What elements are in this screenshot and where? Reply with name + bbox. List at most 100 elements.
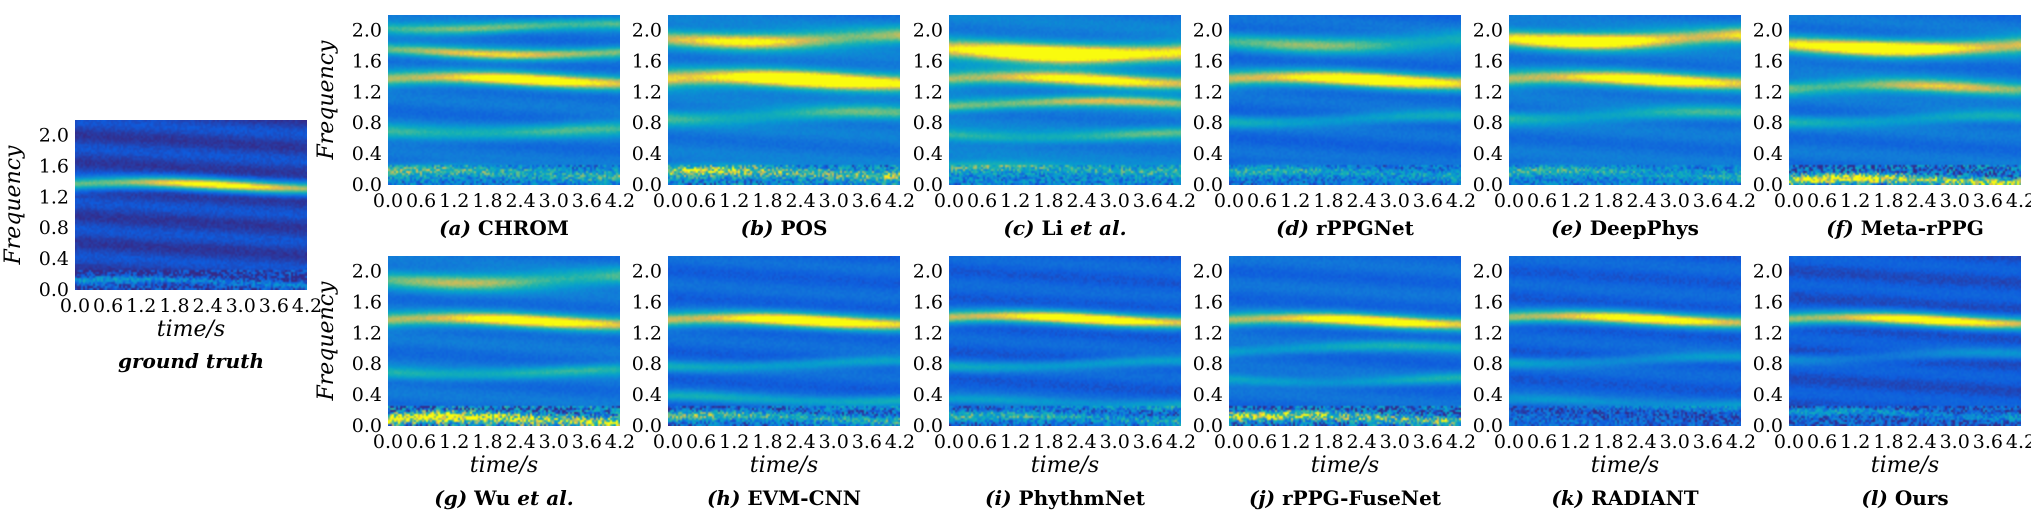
x-tick-label: 0.0 [934,190,964,212]
y-tick-label: 2.0 [1753,19,1783,41]
heatmap-image [949,256,1181,426]
y-tick-label: 0.0 [1193,415,1223,437]
x-tick-label: 1.2 [126,295,156,317]
caption-letter: (a) [439,216,478,240]
x-tick-label: 3.6 [572,431,602,453]
x-axis-label: time/s [157,317,225,342]
x-tick-label: 3.6 [1133,431,1163,453]
y-tick-label: 1.6 [913,291,943,313]
y-tick-label: 0.0 [1753,174,1783,196]
caption-name: Ours [1895,486,1949,510]
y-tick-label: 2.0 [1193,260,1223,282]
x-tick-label: 1.2 [719,190,749,212]
x-tick-label: 0.6 [967,190,997,212]
y-tick-label: 0.8 [913,112,943,134]
y-tick-label: 2.0 [1473,19,1503,41]
x-tick-label: 4.2 [1446,190,1476,212]
x-tick-label: 3.0 [1660,431,1690,453]
x-tick-label: 1.2 [1000,431,1030,453]
x-tick-label: 1.2 [1560,190,1590,212]
caption-suffix: et al. [1063,216,1126,240]
x-axis-label: time/s [750,453,818,478]
x-tick-label: 0.0 [934,431,964,453]
y-tick-label: 2.0 [1473,260,1503,282]
x-tick-label: 2.4 [785,431,815,453]
y-tick-label: 1.6 [1753,50,1783,72]
y-tick-label: 0.4 [632,143,662,165]
x-tick-label: 0.0 [1774,190,1804,212]
caption-letter: (j) [1249,486,1282,510]
caption-letter: (c) [1003,216,1041,240]
x-tick-label: 4.2 [885,190,915,212]
x-tick-label: 3.0 [226,295,256,317]
x-tick-label: 0.6 [406,190,436,212]
y-tick-label: 1.2 [352,81,382,103]
spectrogram-panel-f: 0.00.40.81.21.62.00.0 0.6 1.2 1.8 2.4 3.0 3.6 4… [1753,15,2031,240]
spectrogram-panel-g: 0.00.40.81.21.62.00.0 0.6 1.2 1.8 2.4 3.0 3.6 4… [314,256,635,510]
x-tick-label: 1.8 [1033,431,1063,453]
x-tick-label: 4.2 [605,431,635,453]
x-tick-label: 4.2 [1446,431,1476,453]
y-tick-label: 1.2 [1473,81,1503,103]
x-tick-label: 0.0 [373,190,403,212]
x-tick-label: 0.6 [686,190,716,212]
x-tick-label: 1.8 [1313,190,1343,212]
caption-name: rPPG-FuseNet [1282,486,1442,510]
x-tick-label: 0.0 [373,431,403,453]
x-tick-label: 1.8 [1593,431,1623,453]
x-tick-label: 2.4 [785,190,815,212]
caption-letter: (e) [1551,216,1590,240]
y-tick-label: 0.0 [1193,174,1223,196]
y-tick-label: 0.0 [913,174,943,196]
caption-name: RADIANT [1591,486,1699,510]
spectrogram-panel-k: 0.00.40.81.21.62.00.0 0.6 1.2 1.8 2.4 3.0 3.6 4… [1473,256,1756,510]
y-tick-label: 2.0 [352,19,382,41]
y-tick-label: 0.4 [1193,143,1223,165]
caption-name: PhythmNet [1019,486,1146,510]
x-tick-label: 0.6 [1247,431,1277,453]
x-tick-label: 2.4 [505,190,535,212]
y-tick-label: 1.2 [913,81,943,103]
y-tick-label: 0.4 [913,384,943,406]
x-tick-label: 0.0 [60,295,90,317]
heatmap-image [388,15,620,185]
y-axis-label: Frequency [314,40,339,161]
panel-caption: ground truth [118,349,264,373]
x-axis-label: time/s [470,453,538,478]
y-tick-label: 0.4 [632,384,662,406]
x-tick-label: 4.2 [885,431,915,453]
caption-letter: (f) [1826,216,1861,240]
heatmap-image [1229,256,1461,426]
caption-suffix: et al. [510,486,573,510]
x-tick-label: 0.6 [967,431,997,453]
x-tick-label: 1.2 [1280,190,1310,212]
y-tick-label: 1.2 [1753,322,1783,344]
y-tick-label: 0.0 [632,174,662,196]
caption-name: DeepPhys [1590,216,1699,240]
panel-caption: (i) PhythmNet [985,486,1146,510]
x-tick-label: 3.6 [1693,190,1723,212]
x-tick-label: 1.2 [1560,431,1590,453]
x-tick-label: 3.0 [1380,431,1410,453]
x-tick-label: 2.4 [1906,431,1936,453]
x-axis-label: time/s [1591,453,1659,478]
x-tick-label: 3.0 [1380,190,1410,212]
y-tick-label: 0.0 [632,415,662,437]
x-tick-label: 2.4 [192,295,222,317]
panel-caption: (j) rPPG-FuseNet [1249,486,1442,510]
x-tick-label: 0.0 [1214,190,1244,212]
x-tick-label: 0.6 [1807,431,1837,453]
y-tick-label: 1.2 [1473,322,1503,344]
caption-name: Li [1041,216,1063,240]
x-tick-label: 3.6 [1693,431,1723,453]
panel-caption: (l) Ours [1861,486,1948,510]
spectrogram-panel-i: 0.00.40.81.21.62.00.0 0.6 1.2 1.8 2.4 3.0 3.6 4… [913,256,1196,510]
x-tick-label: 1.8 [159,295,189,317]
x-tick-label: 2.4 [505,431,535,453]
x-tick-label: 1.2 [439,190,469,212]
x-tick-label: 3.0 [819,431,849,453]
x-tick-label: 3.6 [852,431,882,453]
spectrogram-panel-l: 0.00.40.81.21.62.00.0 0.6 1.2 1.8 2.4 3.0 3.6 4… [1753,256,2031,510]
y-tick-label: 0.4 [352,384,382,406]
